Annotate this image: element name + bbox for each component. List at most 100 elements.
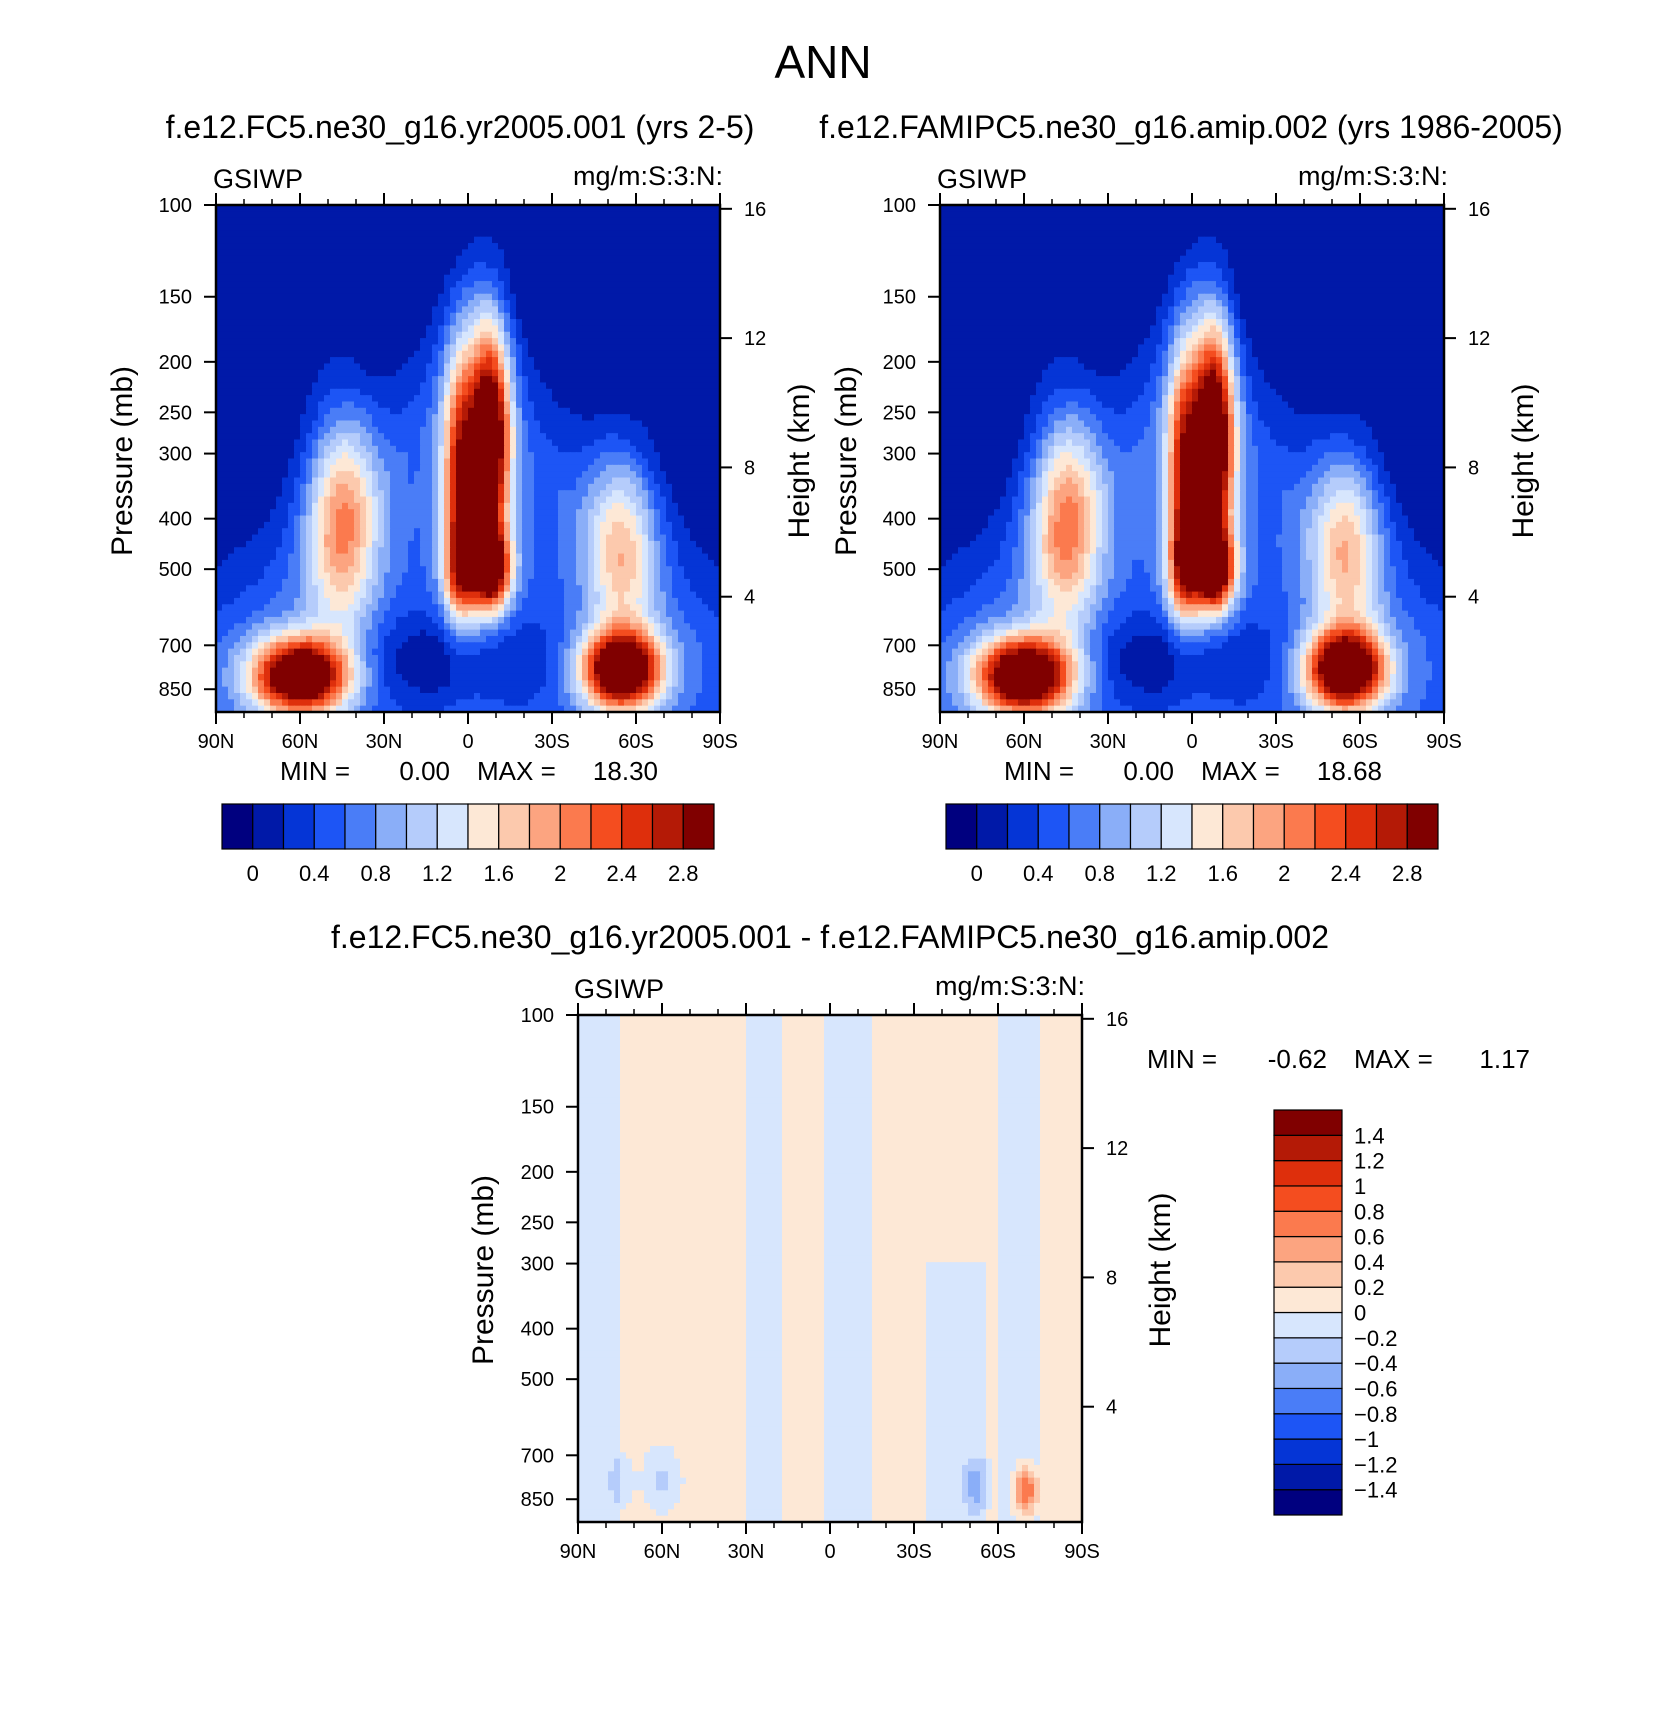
heatmap-cell bbox=[432, 401, 439, 409]
heatmap-cell bbox=[300, 477, 307, 485]
heatmap-cell bbox=[384, 268, 391, 276]
heatmap-cell bbox=[702, 439, 709, 447]
heatmap-cell bbox=[342, 414, 349, 422]
heatmap-cell bbox=[450, 344, 457, 352]
heatmap-cell bbox=[708, 572, 715, 580]
heatmap-cell bbox=[606, 509, 613, 517]
heatmap-cell bbox=[570, 433, 577, 441]
heatmap-cell bbox=[216, 471, 223, 479]
heatmap-cell bbox=[588, 420, 595, 428]
heatmap-cell bbox=[438, 509, 445, 517]
heatmap-cell bbox=[240, 325, 247, 333]
heatmap-cell bbox=[342, 509, 349, 517]
heatmap-cell bbox=[282, 312, 289, 320]
heatmap-cell bbox=[288, 515, 295, 523]
heatmap-cell bbox=[312, 547, 319, 555]
heatmap-cell bbox=[372, 559, 379, 567]
heatmap-cell bbox=[570, 293, 577, 301]
heatmap-cell bbox=[504, 458, 511, 466]
heatmap-cell bbox=[372, 243, 379, 250]
heatmap-cell bbox=[216, 401, 223, 409]
heatmap-cell bbox=[600, 490, 607, 498]
heatmap-cell bbox=[372, 293, 379, 301]
heatmap-cell bbox=[546, 490, 553, 498]
heatmap-cell bbox=[654, 540, 661, 548]
heatmap-cell bbox=[264, 515, 271, 523]
heatmap-cell bbox=[486, 471, 493, 479]
heatmap-cell bbox=[504, 483, 511, 491]
panel-1-subtitle: f.e12.FC5.ne30_g16.yr2005.001 (yrs 2-5) bbox=[166, 109, 755, 145]
heatmap-cell bbox=[582, 433, 589, 441]
heatmap-cell bbox=[324, 236, 331, 244]
heatmap-cell bbox=[516, 420, 523, 428]
heatmap-cell bbox=[438, 452, 445, 460]
heatmap-cell bbox=[540, 287, 547, 295]
heatmap-cell bbox=[240, 547, 247, 555]
heatmap-cell bbox=[690, 521, 697, 529]
heatmap-cell bbox=[270, 515, 277, 523]
heatmap-cell bbox=[582, 477, 589, 485]
heatmap-cell bbox=[690, 515, 697, 523]
heatmap-cell bbox=[354, 572, 361, 580]
heatmap-cell bbox=[330, 224, 337, 231]
heatmap-cell bbox=[372, 338, 379, 346]
heatmap-cell bbox=[288, 471, 295, 479]
heatmap-cell bbox=[348, 572, 355, 580]
heatmap-cell bbox=[402, 331, 409, 339]
heatmap-cell bbox=[564, 262, 571, 269]
heatmap-cell bbox=[378, 249, 385, 257]
heatmap-cell bbox=[636, 395, 643, 403]
heatmap-cell bbox=[282, 395, 289, 403]
heatmap-cell bbox=[552, 553, 559, 561]
heatmap-cell bbox=[336, 521, 343, 529]
heatmap-cell bbox=[426, 243, 433, 250]
heatmap-cell bbox=[474, 407, 481, 415]
heatmap-cell bbox=[624, 319, 631, 327]
heatmap-cell bbox=[690, 268, 697, 276]
heatmap-cell bbox=[684, 243, 691, 250]
heatmap-cell bbox=[516, 496, 523, 504]
heatmap-cell bbox=[642, 312, 649, 320]
heatmap-cell bbox=[324, 464, 331, 472]
heatmap-cell bbox=[444, 350, 451, 358]
heatmap-cell bbox=[564, 509, 571, 517]
heatmap-cell bbox=[402, 477, 409, 485]
heatmap-cell bbox=[384, 262, 391, 269]
heatmap-cell bbox=[432, 281, 439, 288]
heatmap-cell bbox=[438, 566, 445, 574]
heatmap-cell bbox=[318, 281, 325, 288]
heatmap-cell bbox=[288, 414, 295, 422]
heatmap-cell bbox=[618, 274, 625, 282]
heatmap-cell bbox=[522, 439, 529, 447]
heatmap-cell bbox=[444, 382, 451, 390]
heatmap-cell bbox=[546, 312, 553, 320]
heatmap-cell bbox=[462, 502, 469, 510]
heatmap-cell bbox=[618, 407, 625, 415]
heatmap-cell bbox=[684, 426, 691, 434]
heatmap-cell bbox=[456, 338, 463, 346]
heatmap-cell bbox=[552, 547, 559, 555]
heatmap-cell bbox=[372, 357, 379, 365]
heatmap-cell bbox=[594, 255, 601, 263]
heatmap-cell bbox=[444, 401, 451, 409]
heatmap-cell bbox=[234, 515, 241, 523]
heatmap-cell bbox=[654, 496, 661, 504]
heatmap-cell bbox=[474, 205, 481, 212]
heatmap-cell bbox=[588, 211, 595, 219]
heatmap-cell bbox=[276, 534, 283, 542]
heatmap-cell bbox=[300, 471, 307, 479]
heatmap-cell bbox=[324, 376, 331, 384]
heatmap-cell bbox=[636, 357, 643, 365]
heatmap-cell bbox=[408, 578, 415, 586]
heatmap-cell bbox=[606, 521, 613, 529]
heatmap-cell bbox=[252, 262, 259, 269]
heatmap-cell bbox=[576, 217, 583, 225]
heatmap-cell bbox=[252, 268, 259, 276]
heatmap-cell bbox=[624, 306, 631, 314]
heatmap-cell bbox=[636, 559, 643, 567]
heatmap-cell bbox=[642, 528, 649, 536]
heatmap-cell bbox=[426, 433, 433, 441]
heatmap-cell bbox=[258, 464, 265, 472]
heatmap-cell bbox=[378, 376, 385, 384]
heatmap-cell bbox=[678, 445, 685, 453]
